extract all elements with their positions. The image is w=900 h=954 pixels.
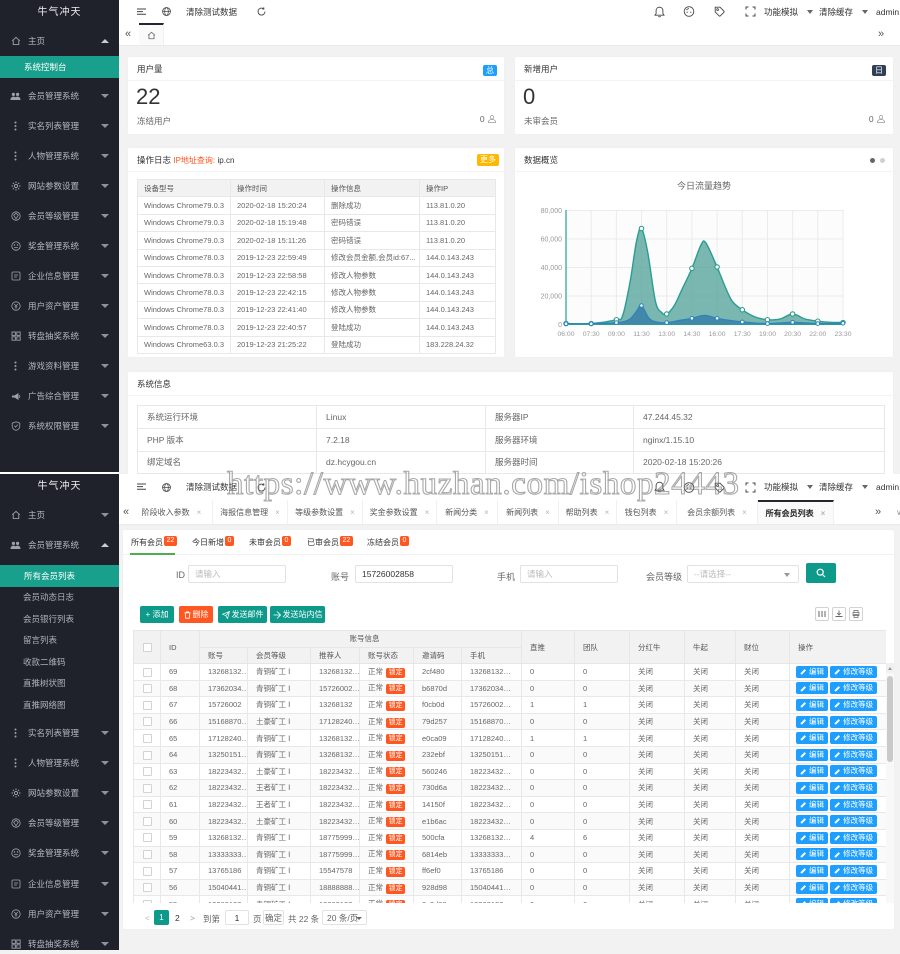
svg-text:80,000: 80,000 (541, 208, 563, 215)
svg-text:20:30: 20:30 (784, 331, 801, 338)
svg-text:19:00: 19:00 (759, 331, 776, 338)
svg-text:22:00: 22:00 (809, 331, 826, 338)
svg-text:40,000: 40,000 (541, 265, 563, 272)
svg-text:20,000: 20,000 (541, 294, 563, 301)
svg-text:23:30: 23:30 (834, 331, 851, 338)
svg-text:17:30: 17:30 (734, 331, 751, 338)
svg-text:60,000: 60,000 (541, 237, 563, 244)
svg-text:16:00: 16:00 (709, 331, 726, 338)
svg-text:07:30: 07:30 (583, 331, 600, 338)
svg-text:14:30: 14:30 (683, 331, 700, 338)
svg-text:13:00: 13:00 (658, 331, 675, 338)
svg-text:0: 0 (558, 322, 562, 329)
svg-text:11:30: 11:30 (633, 331, 650, 338)
svg-text:09:00: 09:00 (608, 331, 625, 338)
svg-text:06:00: 06:00 (557, 331, 574, 338)
